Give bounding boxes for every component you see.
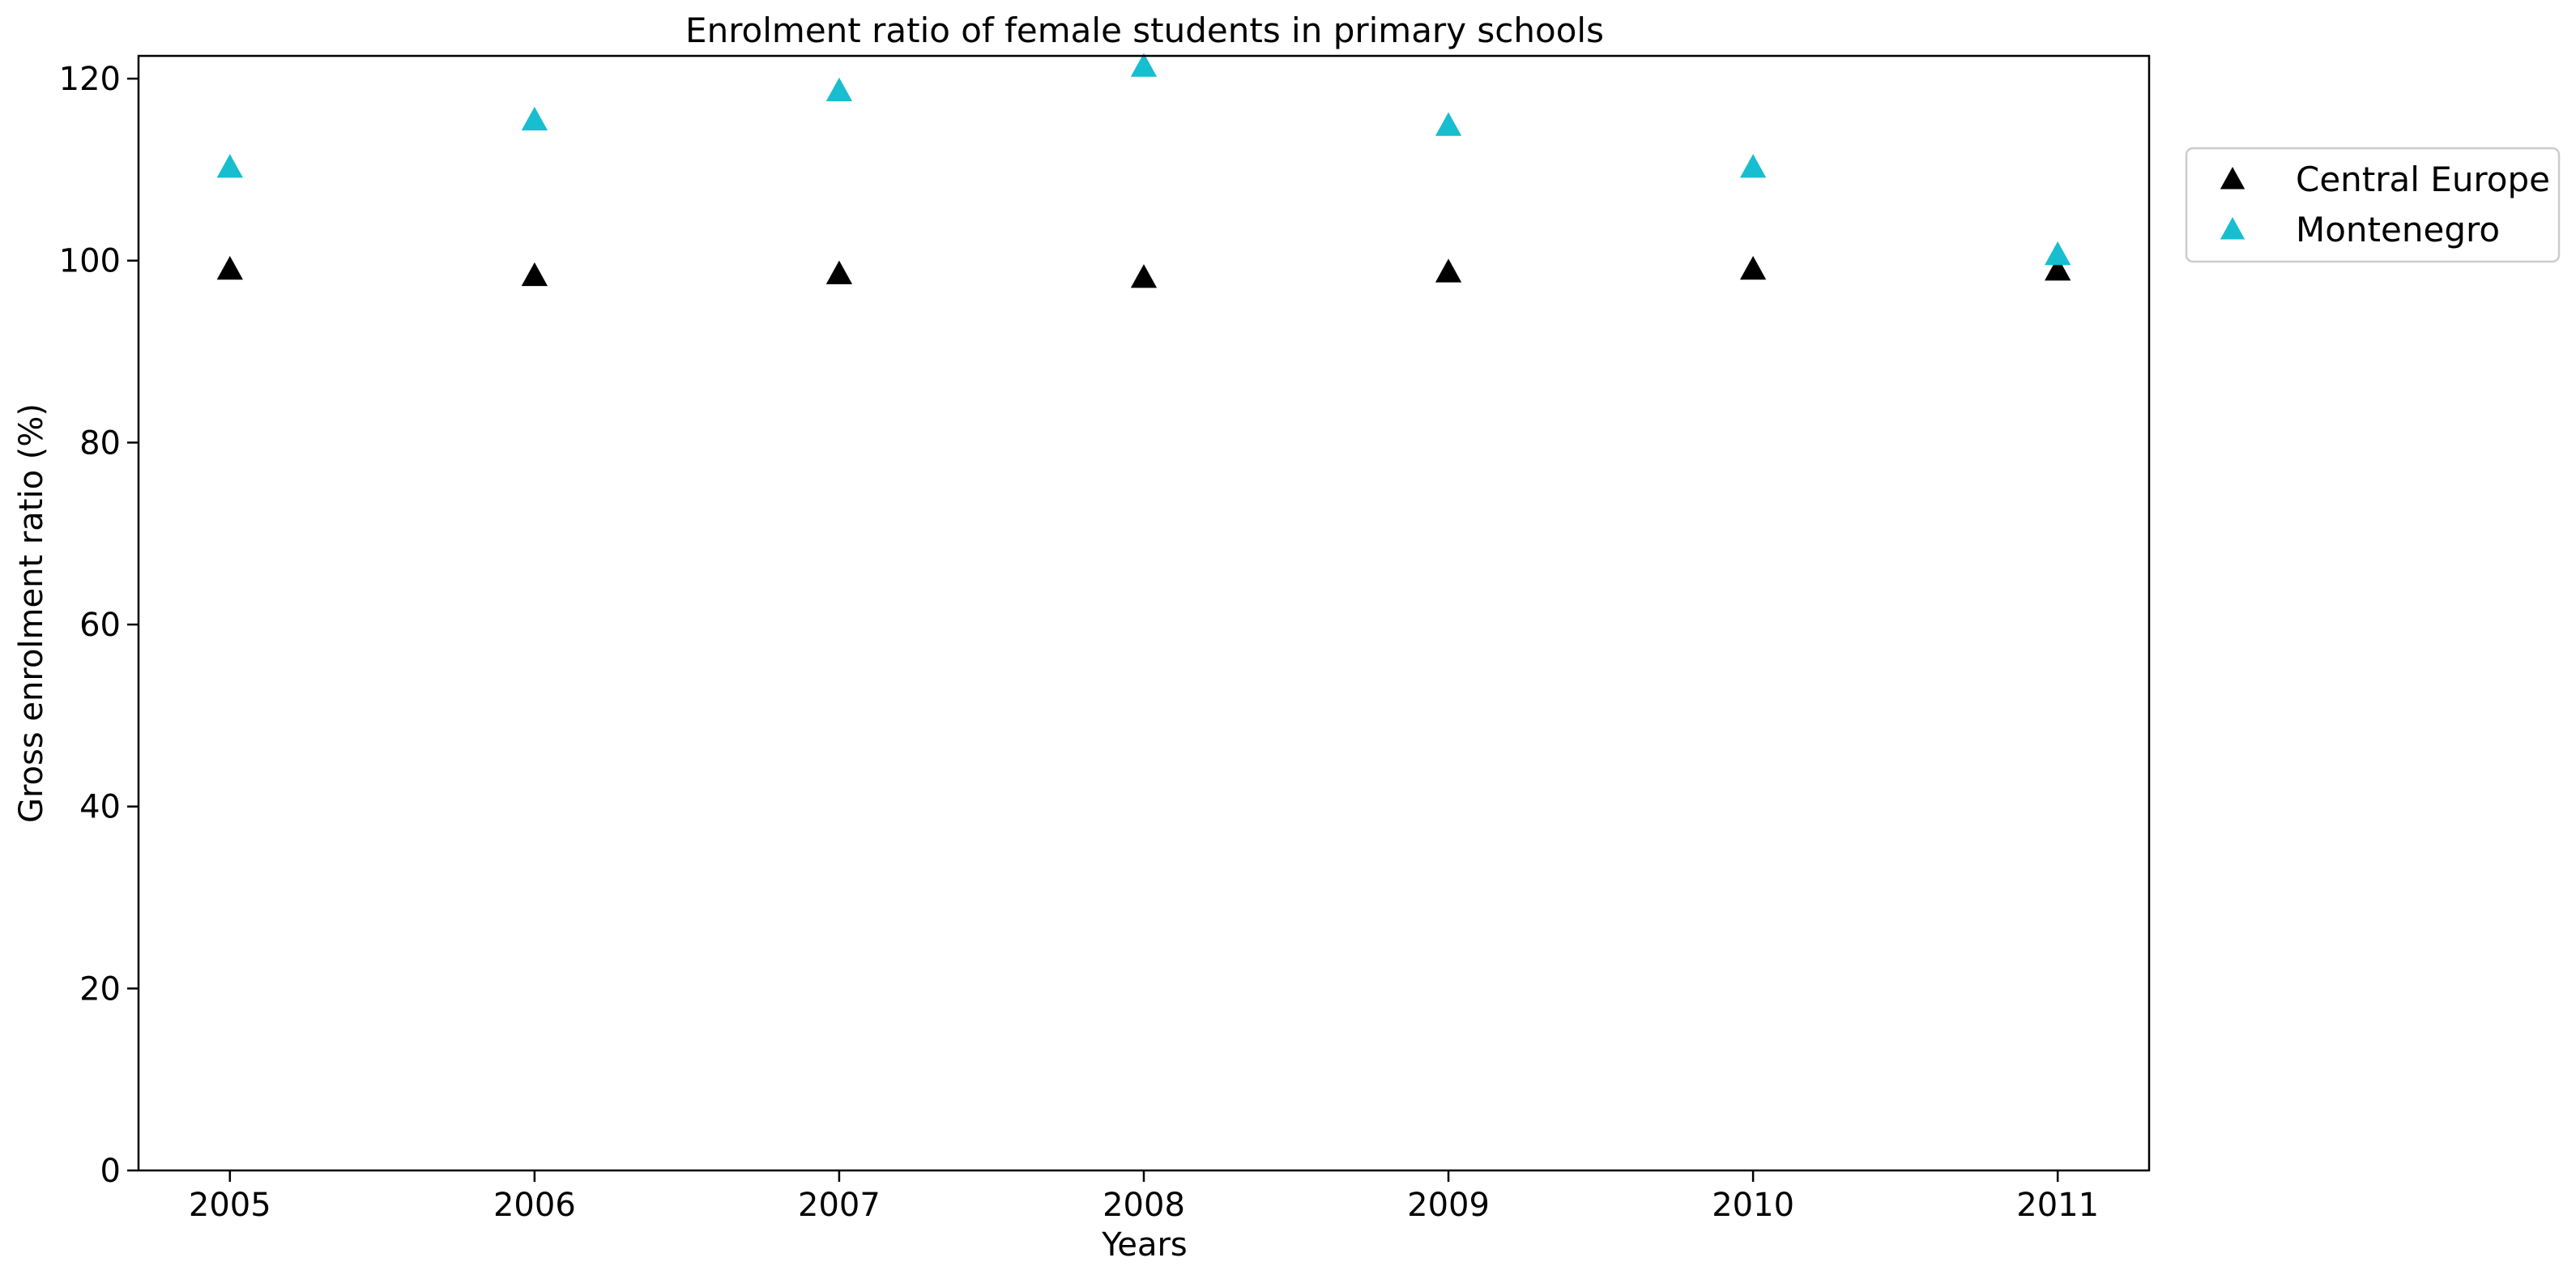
series-2-points <box>216 53 2071 266</box>
x-tick-label: 2009 <box>1407 1187 1490 1224</box>
y-tick-label: 80 <box>79 424 121 462</box>
y-tick-label: 40 <box>79 789 121 826</box>
data-point <box>2045 257 2071 281</box>
legend-frame <box>2185 147 2561 263</box>
legend-marker <box>2220 217 2245 240</box>
y-tick-label: 60 <box>79 607 121 644</box>
data-point <box>216 154 243 178</box>
data-points <box>216 53 2071 288</box>
y-axis-label: Gross enrolment ratio (%) <box>13 403 50 823</box>
x-axis-ticks: 2005 2006 2007 2008 2009 2010 2011 <box>189 1170 2099 1224</box>
x-axis-label: Years <box>1101 1226 1188 1264</box>
x-tick-label: 2011 <box>2016 1187 2099 1224</box>
x-tick-label: 2007 <box>798 1187 881 1224</box>
y-tick-label: 0 <box>100 1153 121 1190</box>
x-tick-label: 2005 <box>189 1187 271 1224</box>
data-point <box>1435 112 1462 136</box>
data-point <box>216 255 243 280</box>
legend-label: Central Europe <box>2296 160 2550 199</box>
data-point <box>2045 241 2071 266</box>
legend-marker <box>2220 167 2245 190</box>
data-point <box>1130 53 1158 77</box>
data-point <box>825 260 853 284</box>
data-point <box>521 106 548 130</box>
series-1-points <box>216 255 2071 288</box>
y-tick-label: 120 <box>59 61 121 98</box>
data-point <box>1130 264 1158 288</box>
x-tick-label: 2010 <box>1712 1187 1794 1224</box>
y-axis-ticks: 0 20 40 60 80 100 120 <box>59 61 139 1190</box>
y-tick-label: 20 <box>79 970 121 1008</box>
plot-area <box>137 54 2151 1172</box>
x-tick-label: 2008 <box>1102 1187 1185 1224</box>
data-point <box>825 77 853 102</box>
data-point <box>521 262 548 287</box>
x-tick-label: 2006 <box>493 1187 576 1224</box>
chart-title: Enrolment ratio of female students in pr… <box>685 11 1604 50</box>
legend-label: Montenegro <box>2296 210 2500 249</box>
data-point <box>1739 154 1767 178</box>
legend: Central Europe Montenegro <box>2185 147 2561 263</box>
data-point <box>1739 255 1767 280</box>
y-tick-label: 100 <box>59 243 121 280</box>
data-point <box>1435 258 1462 283</box>
